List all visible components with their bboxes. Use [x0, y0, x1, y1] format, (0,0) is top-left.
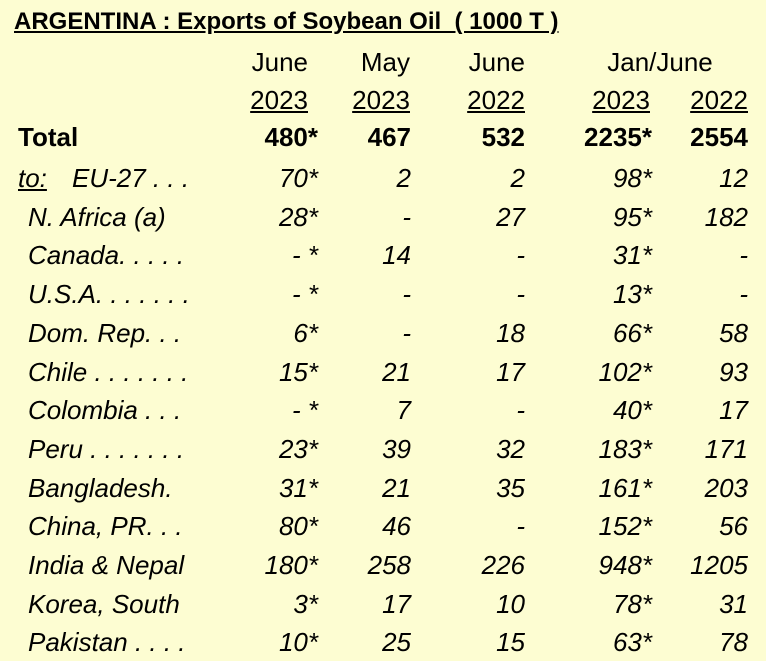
cell-value: 161*: [598, 472, 653, 503]
cell-value: 1205: [690, 550, 748, 580]
cell-value: 2: [396, 163, 411, 193]
cell-value: 31*: [612, 240, 652, 271]
cell-value: 948*: [598, 550, 653, 580]
cell-value: - *: [292, 240, 318, 271]
column-month: June: [251, 47, 308, 77]
cell-value: 17: [719, 395, 748, 426]
row-label: Bangladesh.: [28, 472, 173, 503]
cell-value: 58: [719, 317, 748, 348]
cell-value: 31: [719, 588, 748, 619]
cell-value: 14: [382, 240, 411, 271]
cell-value: 95*: [612, 201, 652, 232]
cell-value: 3*: [293, 588, 318, 619]
cell-value: 32: [496, 433, 525, 464]
cell-value: 2235*: [584, 122, 652, 152]
cell-value: 18: [496, 317, 525, 348]
row-label: Colombia . . .: [28, 395, 182, 426]
cell-value: 66*: [612, 317, 652, 348]
cell-value: 480*: [264, 122, 319, 152]
cell-value: 102*: [598, 356, 653, 387]
row-label: Pakistan . . . .: [28, 627, 186, 658]
cell-value: -: [516, 279, 525, 310]
cell-value: - *: [292, 279, 318, 310]
cell-value: 78*: [612, 588, 652, 619]
row-prefix: to:: [18, 163, 47, 193]
column-month: Jan/June: [607, 47, 713, 77]
cell-value: 183*: [598, 433, 653, 464]
cell-value: 2: [510, 163, 525, 193]
cell-value: 12: [719, 163, 748, 193]
cell-value: 31*: [278, 472, 318, 503]
cell-value: 10*: [278, 627, 318, 658]
cell-value: -: [402, 201, 411, 232]
cell-value: 21: [382, 472, 411, 503]
row-label: Chile . . . . . . .: [28, 356, 189, 387]
row-label: Peru . . . . . . .: [28, 433, 185, 464]
row-label: China, PR. . .: [28, 511, 183, 542]
cell-value: 56: [719, 511, 748, 542]
cell-value: 15: [496, 627, 525, 658]
cell-value: 80*: [278, 511, 318, 542]
row-label: Korea, South: [28, 588, 180, 619]
column-year: 2022: [690, 85, 748, 115]
cell-value: 28*: [278, 201, 318, 232]
cell-value: 17: [382, 588, 411, 619]
cell-value: 46: [382, 511, 411, 542]
cell-value: -: [516, 511, 525, 542]
table-title: ARGENTINA : Exports of Soybean Oil ( 100…: [14, 8, 559, 35]
cell-value: 467: [367, 122, 411, 152]
cell-value: 78: [719, 627, 748, 658]
cell-value: -: [402, 317, 411, 348]
cell-value: -: [516, 395, 525, 426]
cell-value: 40*: [612, 395, 652, 426]
cell-value: 39: [382, 433, 411, 464]
cell-value: 13*: [612, 279, 652, 310]
cell-value: 35: [496, 472, 525, 503]
cell-value: 27: [496, 201, 525, 232]
cell-value: 7: [396, 395, 411, 426]
cell-value: -: [516, 240, 525, 271]
cell-value: -: [739, 279, 748, 310]
cell-value: 21: [382, 356, 411, 387]
column-year: 2023: [250, 85, 308, 115]
row-label: Total: [18, 122, 79, 152]
cell-value: 180*: [264, 550, 319, 580]
cell-value: 203: [704, 472, 748, 503]
column-year: 2022: [467, 85, 525, 115]
row-label: Dom. Rep. . .: [28, 317, 182, 348]
row-label: U.S.A. . . . . . .: [28, 279, 190, 310]
cell-value: 171: [704, 433, 748, 464]
column-year: 2023: [352, 85, 410, 115]
cell-value: 258: [367, 550, 411, 580]
column-month: May: [360, 47, 410, 77]
row-label: India & Nepal: [28, 550, 185, 580]
cell-value: -: [739, 240, 748, 271]
column-year: 2023: [592, 85, 650, 115]
cell-value: 98*: [612, 163, 652, 193]
cell-value: 15*: [278, 356, 318, 387]
cell-value: 23*: [278, 433, 318, 464]
cell-value: 532: [481, 122, 525, 152]
cell-value: -: [402, 279, 411, 310]
cell-value: 25: [382, 627, 411, 658]
cell-value: 2554: [690, 122, 748, 152]
cell-value: 63*: [612, 627, 652, 658]
row-label: Canada. . . . .: [28, 240, 185, 271]
cell-value: 152*: [598, 511, 653, 542]
cell-value: 93: [719, 356, 748, 387]
cell-value: 6*: [293, 317, 318, 348]
cell-value: 70*: [278, 163, 318, 193]
cell-value: - *: [292, 395, 318, 426]
cell-value: 226: [481, 550, 525, 580]
cell-value: 10: [496, 588, 525, 619]
row-label: EU-27 . . .: [72, 163, 190, 193]
column-month: June: [468, 47, 525, 77]
cell-value: 182: [704, 201, 748, 232]
cell-value: 17: [496, 356, 525, 387]
row-label: N. Africa (a): [28, 201, 166, 232]
